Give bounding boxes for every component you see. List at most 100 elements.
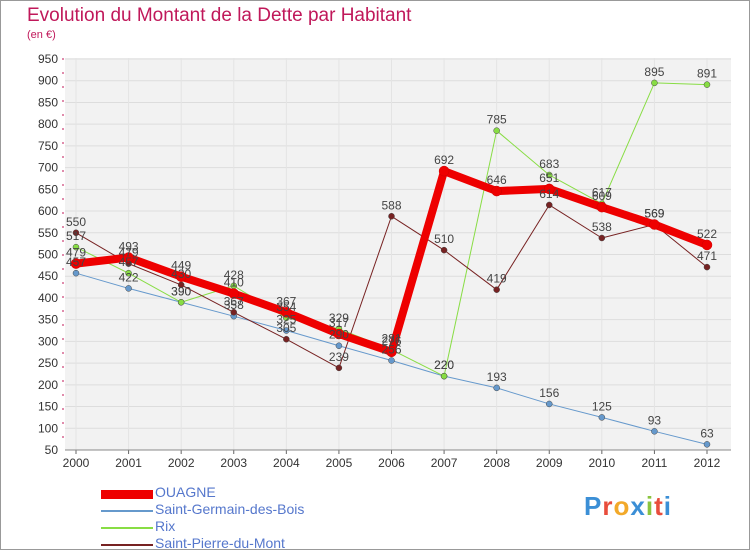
x-tick-label: 2003	[220, 456, 247, 470]
y-tick-label: 550	[38, 226, 58, 240]
data-label: 63	[700, 426, 714, 440]
data-label: 419	[487, 272, 507, 286]
y-tick-label: 950	[38, 52, 58, 66]
series-1-point	[335, 342, 343, 349]
data-label: 367	[276, 294, 296, 308]
series-0-point	[70, 258, 82, 269]
data-label: 692	[434, 153, 454, 167]
data-label: 256	[381, 343, 401, 357]
data-label: 683	[539, 157, 559, 171]
series-3-point	[335, 364, 343, 372]
data-label: 290	[329, 328, 349, 342]
y-tick-label: 150	[38, 400, 58, 414]
series-3-point	[546, 201, 553, 209]
x-tick-label: 2002	[168, 456, 195, 470]
series-2-point	[546, 171, 553, 179]
series-0-point	[281, 307, 292, 318]
series-3-point	[703, 263, 711, 271]
y-tick-label: 650	[38, 182, 58, 196]
data-label: 410	[224, 276, 244, 290]
data-label: 569	[644, 207, 664, 221]
series-1-point	[72, 269, 80, 277]
chart-title: Evolution du Montant de la Dette par Hab…	[27, 5, 412, 26]
series-2-point	[72, 243, 80, 251]
data-label: 422	[119, 270, 139, 284]
data-label: 449	[171, 259, 191, 273]
y-tick-label: 900	[38, 74, 58, 88]
data-label: 317	[329, 316, 349, 330]
data-label: 93	[648, 413, 662, 427]
y-tick-label: 600	[38, 204, 58, 218]
series-1-point	[388, 357, 395, 364]
y-tick-label: 300	[38, 334, 58, 348]
data-label: 457	[119, 255, 139, 269]
x-tick-label: 2004	[273, 456, 300, 470]
series-0-point	[175, 271, 187, 282]
data-label: 428	[224, 268, 244, 282]
series-3-point	[440, 246, 448, 254]
data-label: 538	[592, 220, 612, 234]
x-tick-label: 2000	[63, 456, 90, 470]
data-label: 891	[697, 67, 717, 81]
data-label: 785	[487, 113, 507, 127]
series-0-point	[701, 239, 713, 251]
data-label: 430	[171, 267, 191, 281]
data-label: 510	[434, 232, 454, 246]
data-label: 895	[644, 65, 664, 79]
series-0-point	[386, 346, 397, 358]
y-tick-label: 850	[38, 95, 58, 109]
data-label: 617	[592, 186, 612, 200]
series-2-point	[651, 79, 658, 87]
data-label: 305	[276, 321, 296, 335]
y-tick-label: 750	[38, 139, 58, 153]
series-3-point	[230, 309, 237, 316]
legend-label: Saint-Germain-des-Bois	[155, 501, 305, 517]
data-label: 569	[644, 207, 664, 221]
data-label: 193	[487, 370, 507, 384]
series-3-point	[388, 213, 395, 220]
legend-label: Saint-Pierre-du-Mont	[155, 535, 285, 551]
data-label: 358	[224, 298, 244, 312]
series-1-point	[125, 285, 132, 292]
series-2-point	[440, 372, 448, 380]
x-tick-label: 2009	[536, 456, 563, 470]
data-label: 329	[329, 311, 349, 325]
chart-unit: (en €)	[27, 29, 56, 41]
data-label: 609	[592, 189, 612, 203]
data-label: 517	[66, 229, 86, 243]
series-1-point	[598, 414, 606, 421]
data-label: 522	[697, 227, 717, 241]
series-0-point	[438, 165, 450, 177]
data-label: 220	[434, 358, 454, 372]
series-1-point	[651, 428, 658, 435]
series-2-point	[703, 81, 711, 88]
data-label: 390	[171, 284, 191, 298]
series-0-point	[544, 183, 555, 195]
x-tick-label: 2006	[378, 456, 405, 470]
data-label: 281	[381, 332, 401, 346]
series-0-point	[596, 201, 608, 213]
legend-label: Rix	[155, 518, 176, 534]
y-tick-label: 450	[38, 269, 58, 283]
series-0-point	[228, 288, 239, 299]
series-2-point	[125, 269, 132, 277]
series-1-point	[703, 441, 711, 448]
series-0-point	[649, 219, 660, 230]
y-tick-label: 100	[38, 421, 58, 435]
data-label: 471	[697, 249, 717, 263]
data-label: 479	[66, 246, 86, 260]
x-tick-label: 2007	[431, 456, 458, 470]
data-label: 550	[66, 215, 86, 229]
x-tick-label: 2005	[326, 456, 353, 470]
y-tick-label: 500	[38, 248, 58, 262]
series-3-point	[598, 234, 606, 242]
series-3-point	[493, 286, 500, 293]
x-tick-label: 2010	[588, 456, 615, 470]
x-tick-label: 2012	[694, 456, 721, 470]
data-label: 479	[119, 246, 139, 260]
legend-label: OUAGNE	[155, 484, 216, 500]
series-3-point	[72, 229, 80, 237]
data-label: 239	[329, 350, 349, 364]
